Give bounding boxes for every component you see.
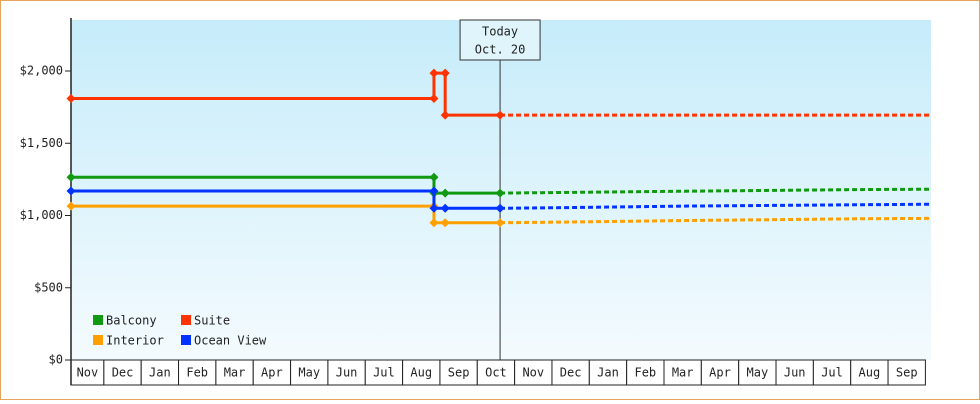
x-tick-label: Dec <box>560 366 582 380</box>
point <box>440 218 450 228</box>
month-box <box>290 359 329 386</box>
legend-swatch <box>93 315 103 325</box>
annotation-text: Today <box>482 25 518 39</box>
x-tick-label: Jan <box>149 366 171 380</box>
point <box>66 93 76 103</box>
x-tick-label: Oct <box>485 366 507 380</box>
point <box>495 110 505 120</box>
legend-label: Ocean View <box>194 334 267 348</box>
x-tick-label: Jan <box>597 366 619 380</box>
x-tick-label: Jun <box>336 366 358 380</box>
x-tick-label: Jun <box>784 366 806 380</box>
point <box>429 186 439 196</box>
point <box>66 201 76 211</box>
y-tick-label: $0 <box>49 353 63 367</box>
x-tick-label: Jul <box>373 366 395 380</box>
month-box <box>514 359 553 386</box>
annotation-box <box>459 19 541 61</box>
point <box>429 203 439 213</box>
point <box>66 186 76 196</box>
legend-label: Balcony <box>106 314 157 328</box>
point <box>66 172 76 182</box>
legend-swatch <box>93 335 103 345</box>
point <box>440 110 450 120</box>
month-box <box>775 359 814 386</box>
point <box>440 68 450 78</box>
point <box>495 218 505 228</box>
point <box>495 188 505 198</box>
month-box <box>439 359 478 386</box>
point <box>440 188 450 198</box>
y-tick-label: $2,000 <box>20 64 63 78</box>
month-box <box>178 359 217 386</box>
legend-swatch <box>181 335 191 345</box>
y-tick-label: $1,000 <box>20 208 63 222</box>
legend-swatch <box>181 315 191 325</box>
month-box <box>887 359 926 386</box>
point <box>429 93 439 103</box>
x-tick-label: Sep <box>896 366 918 380</box>
x-tick-label: May <box>298 366 320 380</box>
x-tick-label: May <box>747 366 769 380</box>
month-box <box>588 359 628 386</box>
month-box <box>626 359 665 386</box>
month-box <box>663 359 702 386</box>
x-tick-label: Nov <box>522 366 544 380</box>
point <box>429 68 439 78</box>
y-tick-label: $500 <box>34 280 63 294</box>
x-tick-label: Aug <box>859 366 881 380</box>
y-tick-label: $1,500 <box>20 136 63 150</box>
x-tick-label: Feb <box>186 366 208 380</box>
x-tick-label: Dec <box>112 366 134 380</box>
x-tick-label: Feb <box>634 366 656 380</box>
x-tick-label: Mar <box>672 366 694 380</box>
x-tick-label: Nov <box>77 366 99 380</box>
month-box <box>70 359 105 386</box>
point <box>429 218 439 228</box>
month-box <box>700 359 740 386</box>
month-box <box>103 359 142 386</box>
month-box <box>364 359 404 386</box>
x-tick-label: Aug <box>410 366 432 380</box>
legend-label: Interior <box>106 334 164 348</box>
month-box <box>140 359 180 386</box>
x-tick-label: Sep <box>448 366 470 380</box>
month-box <box>476 359 516 386</box>
x-tick-label: Apr <box>261 366 283 380</box>
x-tick-label: Jul <box>821 366 843 380</box>
month-box <box>402 359 441 386</box>
point <box>429 172 439 182</box>
month-box <box>812 359 852 386</box>
point <box>495 203 505 213</box>
annotation-text: Oct. 20 <box>475 43 526 57</box>
x-tick-label: Apr <box>709 366 731 380</box>
month-box <box>551 359 590 386</box>
point <box>440 203 450 213</box>
month-box <box>215 359 254 386</box>
month-box <box>327 359 366 386</box>
price-line <box>71 71 501 117</box>
x-tick-label: Mar <box>224 366 246 380</box>
month-box <box>850 359 889 386</box>
legend-label: Suite <box>194 314 230 328</box>
